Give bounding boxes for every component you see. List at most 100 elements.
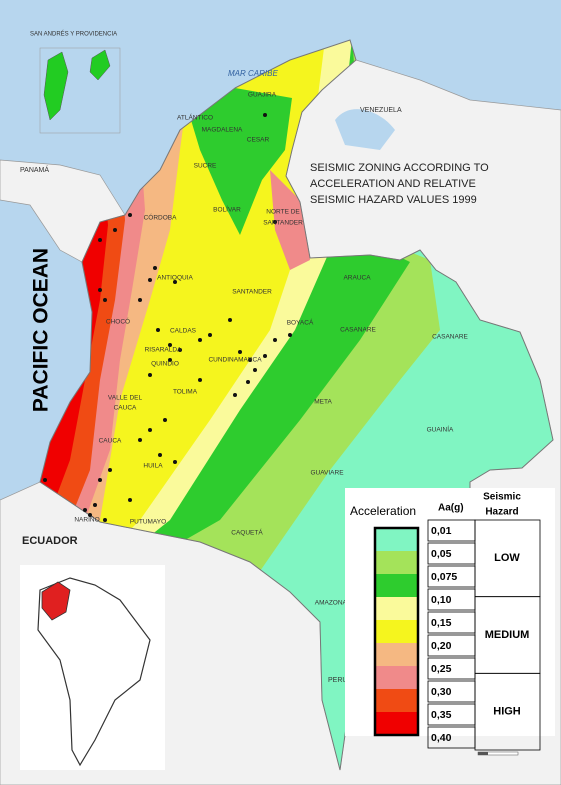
epicentre [233,393,237,397]
title: SEISMIC HAZARD VALUES 1999 [310,194,477,206]
lake [335,109,395,150]
epicentre [173,460,177,464]
epicentre [173,280,177,284]
epicentre [43,478,47,482]
epicentre [228,318,232,322]
epicentre [273,338,277,342]
department-label: CESAR [247,137,270,144]
department-label: RISARALDA [145,347,183,354]
epicentre [148,278,152,282]
epicentre [238,350,242,354]
epicentre [198,378,202,382]
department-label: CASANARE [432,334,468,341]
epicentre [208,333,212,337]
legend-swatch-frame [373,526,420,737]
legend-hazard-cell [474,672,541,751]
legend-swatch [375,689,418,712]
legend-swatch [375,643,418,666]
country-label: VENEZUELA [360,107,402,114]
epicentre [253,368,257,372]
department-label: ANTIOQUIA [157,275,193,282]
epicentre [158,453,162,457]
title: ACCELERATION AND RELATIVE [310,178,476,190]
department-label: GUAVIARE [310,470,344,477]
epicentre [103,298,107,302]
department-label: TOLIMA [173,389,198,396]
epicentre [263,354,267,358]
department-label: NARIÑO [74,515,99,524]
epicentre [88,513,92,517]
department-label: BOYACÁ [287,318,314,327]
epicentres [43,113,292,522]
scale-bar [477,751,519,756]
legend-value: 0,40 [431,732,452,744]
epicentre [128,498,132,502]
legend-swatch [375,712,418,735]
islands-frame [39,47,121,134]
epicentre [156,328,160,332]
epicentre [98,288,102,292]
epicentre [168,343,172,347]
department-label: PUTUMAYO [130,519,166,526]
islands-shape [43,49,111,121]
legend-hazard-title: Seismic [483,492,521,503]
legend-swatch [375,597,418,620]
islands-label: SAN ANDRÉS Y PROVIDENCIA [30,31,117,38]
department-label: ATLÁNTICO [177,113,213,122]
epicentre [98,478,102,482]
department-label: CAQUETÁ [231,528,263,537]
epicentre [93,503,97,507]
legend-hazard: LOW [494,552,520,564]
legend-value: 0,35 [431,709,452,721]
epicentre [263,113,267,117]
legend-value: 0,20 [431,640,452,652]
epicentre [288,333,292,337]
epicentre [246,380,250,384]
department-label: GUAINÍA [427,425,454,434]
epicentre [148,428,152,432]
legend-value: 0,15 [431,617,452,629]
zone [185,88,292,235]
legend-swatch [375,620,418,643]
legend-hazard: MEDIUM [485,629,530,641]
legend-unit: Aa(g) [438,503,464,514]
department-label: HUILA [143,463,163,470]
department-label: VALLE DEL [108,395,143,402]
inset-continent [37,577,151,767]
epicentre [178,348,182,352]
epicentre [248,358,252,362]
department-label: CALDAS [170,328,197,335]
epicentre [103,518,107,522]
department-label: CHOCÓ [106,317,130,326]
legend-hazard: HIGH [493,706,521,718]
sea-label: MAR CARIBE [228,69,278,78]
inset [20,565,165,770]
department-label: META [314,399,332,406]
legend-swatch [375,551,418,574]
department-label: MAGDALENA [202,127,243,134]
department-label: SANTANDER [263,220,303,227]
country-label: PANAMÁ [20,165,49,174]
department-label: CÓRDOBA [144,213,178,222]
legend: Acceleration Aa(g) Seismic Hazard 0,01 0,… [345,488,555,751]
zone [270,170,310,270]
epicentre [113,228,117,232]
epicentre [138,298,142,302]
country-label: PERU [328,677,347,684]
epicentre [153,266,157,270]
epicentre [128,213,132,217]
epicentre [148,373,152,377]
epicentre [198,338,202,342]
epicentre [138,438,142,442]
department-label: CAUCA [99,438,122,445]
department-label: AMAZONAS [315,600,352,607]
legend-value: 0,25 [431,663,452,675]
legend-swatch [375,574,418,597]
department-label: CUNDINAMARCA [208,357,262,364]
inset-colombia [41,581,71,621]
department-label: SUCRE [194,163,217,170]
title: SEISMIC ZONING ACCORDING TO [310,162,489,174]
department-label: QUINDIO [151,361,179,368]
epicentre [168,358,172,362]
